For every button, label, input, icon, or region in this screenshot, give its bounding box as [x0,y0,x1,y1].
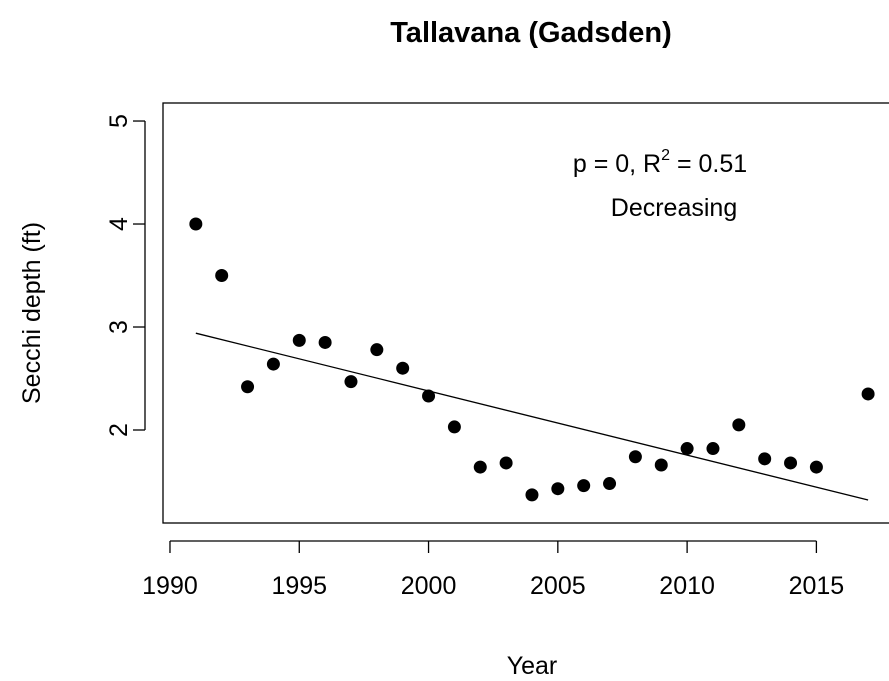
point [525,488,539,502]
x-tick-label: 2000 [401,572,457,600]
x-tick-label: 1990 [142,572,198,600]
point [422,389,436,403]
x-tick-label: 1995 [271,572,327,600]
point [473,460,487,474]
annotation: Decreasing [611,194,737,222]
point [499,456,513,470]
point [577,479,591,493]
y-axis-label: Secchi depth (ft) [18,222,46,404]
point [551,482,565,496]
x-tick-label: 2010 [659,572,715,600]
x-tick-label: 2005 [530,572,586,600]
chart-title: Tallavana (Gadsden) [390,17,672,49]
point [809,460,823,474]
annotation: p = 0, R2 = 0.51 [573,147,747,178]
x-axis-label: Year [507,652,558,680]
y-tick-label: 2 [105,423,133,437]
point [628,450,642,464]
point [292,333,306,347]
point [758,452,772,466]
y-tick-label: 3 [105,320,133,334]
point [732,418,746,432]
point [654,458,668,472]
point [396,361,410,375]
plot-frame [162,102,889,524]
point [318,335,332,349]
annotation-text: = 0.51 [670,150,747,178]
annotation-sup: 2 [661,147,670,164]
point [603,477,617,491]
point [266,357,280,371]
point [189,217,203,231]
annotation-text: p = 0, R [573,150,661,178]
y-tick-label: 4 [105,217,133,231]
y-tick-label: 5 [105,114,133,128]
point [447,420,461,434]
point [706,442,720,456]
point [344,375,358,389]
trend-line [195,332,869,501]
point [241,380,255,394]
point [370,343,384,357]
point [680,442,694,456]
point [861,387,875,401]
point [215,269,229,283]
x-tick-label: 2015 [789,572,845,600]
point [784,456,798,470]
